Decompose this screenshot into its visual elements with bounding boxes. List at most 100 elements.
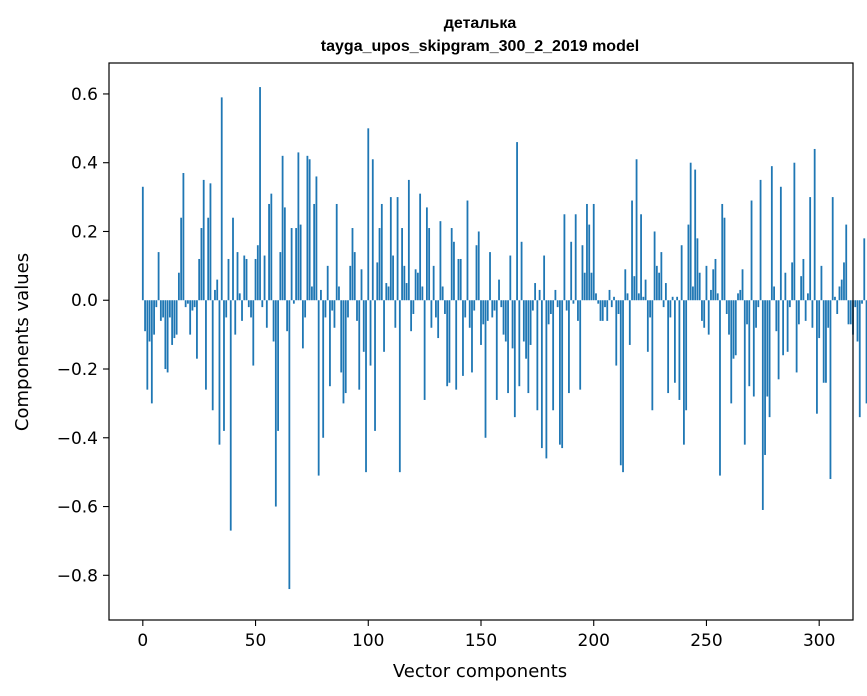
bar-134: [444, 300, 446, 314]
bar-32: [214, 289, 216, 301]
bar-136: [448, 300, 451, 383]
bar-121: [414, 269, 417, 301]
bar-177: [540, 300, 543, 449]
bar-300: [818, 300, 821, 339]
bar-197: [586, 203, 588, 301]
bar-41: [234, 300, 237, 335]
bar-185: [559, 300, 561, 445]
bar-234: [669, 300, 672, 318]
bar-138: [453, 241, 455, 301]
bar-124: [421, 286, 424, 301]
bar-303: [825, 300, 827, 383]
bar-61: [279, 252, 282, 301]
bar-35: [220, 97, 223, 301]
bar-21: [189, 300, 192, 335]
bar-258: [723, 217, 726, 301]
bar-288: [791, 262, 794, 301]
bar-208: [610, 300, 613, 308]
bar-54: [263, 255, 266, 301]
x-tick-label: 250: [690, 631, 722, 651]
bar-238: [678, 300, 681, 400]
bar-58: [272, 300, 275, 342]
bar-283: [779, 186, 782, 301]
bar-307: [834, 296, 836, 301]
bar-149: [477, 231, 480, 301]
bar-158: [498, 279, 500, 301]
bar-73: [306, 155, 309, 301]
bar-53: [261, 300, 264, 308]
bar-38: [227, 258, 230, 301]
bar-251: [707, 300, 710, 335]
bar-107: [383, 300, 385, 352]
bar-87: [338, 286, 340, 301]
bar-180: [547, 300, 550, 325]
bar-81: [324, 300, 327, 318]
bar-114: [398, 300, 401, 473]
bar-301: [820, 265, 823, 301]
bar-271: [752, 300, 755, 397]
bar-189: [568, 300, 570, 394]
bar-267: [743, 300, 746, 445]
bar-64: [286, 300, 289, 332]
bar-313: [847, 300, 850, 325]
bar-33: [216, 279, 219, 301]
bar-233: [667, 300, 670, 394]
bar-101: [369, 300, 372, 366]
x-axis-label: Vector components: [393, 661, 567, 682]
bar-296: [809, 197, 812, 301]
bar-170: [525, 300, 527, 359]
bar-214: [624, 269, 627, 301]
bar-28: [205, 300, 207, 390]
bar-86: [335, 203, 338, 301]
bar-127: [428, 228, 431, 301]
bar-135: [446, 300, 449, 387]
bar-282: [777, 300, 780, 380]
bar-16: [177, 272, 180, 301]
plot-frame: [108, 62, 854, 621]
bars-group: [141, 87, 867, 590]
y-tick-label: 0.4: [71, 154, 98, 174]
bar-123: [419, 193, 422, 301]
bar-241: [685, 300, 688, 411]
bar-273: [757, 300, 760, 308]
bar-266: [741, 269, 744, 301]
bar-172: [529, 300, 532, 345]
bar-213: [622, 300, 624, 473]
bar-216: [628, 300, 631, 345]
bar-173: [531, 300, 534, 311]
bar-163: [509, 255, 512, 301]
bar-145: [468, 300, 471, 328]
bar-115: [401, 228, 403, 301]
bar-215: [626, 293, 629, 301]
bar-74: [308, 159, 311, 301]
bar-84: [331, 300, 334, 311]
y-tick-label: −0.2: [57, 360, 98, 380]
bar-309: [838, 286, 841, 301]
bar-47: [247, 300, 250, 308]
bar-320: [863, 238, 866, 301]
bar-133: [441, 286, 444, 301]
bar-79: [320, 289, 322, 301]
bar-137: [450, 228, 453, 301]
bar-318: [858, 300, 861, 418]
bar-231: [662, 300, 665, 308]
bar-7: [157, 252, 160, 301]
bar-178: [543, 255, 546, 301]
bar-200: [592, 203, 595, 301]
bar-210: [615, 300, 618, 366]
bar-112: [394, 300, 397, 328]
bar-302: [822, 300, 825, 383]
bar-305: [829, 300, 832, 480]
x-tick-label: 150: [465, 631, 497, 651]
bar-219: [635, 159, 638, 301]
bar-182: [552, 300, 555, 411]
bar-104: [376, 262, 379, 301]
bar-50: [254, 258, 257, 301]
bar-103: [374, 300, 376, 431]
bar-264: [737, 293, 739, 301]
bar-140: [457, 258, 460, 301]
bar-291: [797, 300, 800, 325]
bar-15: [175, 300, 178, 335]
